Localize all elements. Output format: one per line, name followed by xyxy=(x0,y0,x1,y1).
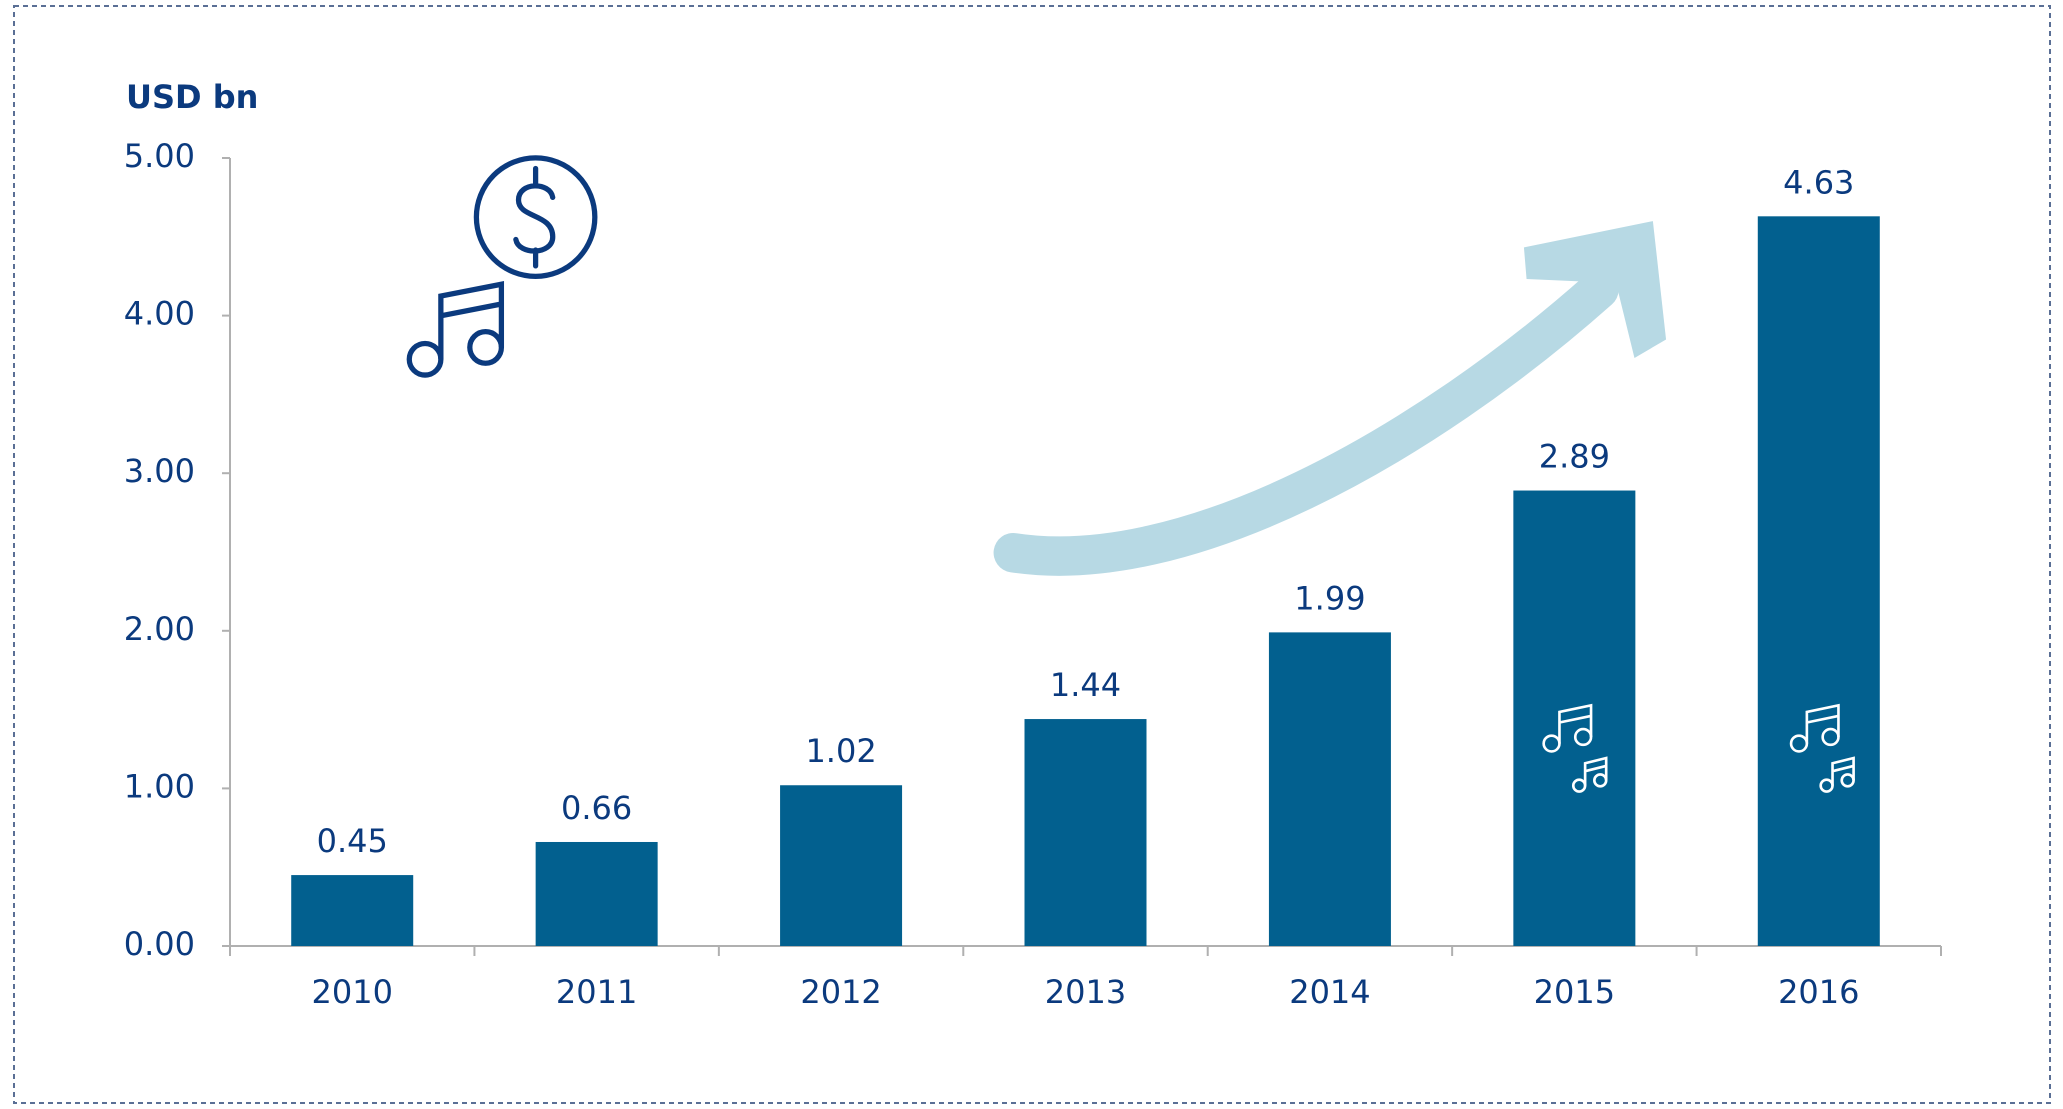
y-tick-label: 0.00 xyxy=(124,925,195,963)
bar xyxy=(1757,216,1880,946)
bar xyxy=(1024,719,1147,946)
bar xyxy=(291,875,414,946)
x-tick-label: 2013 xyxy=(1045,973,1126,1011)
arrow-head xyxy=(1523,221,1667,358)
y-tick-label: 4.00 xyxy=(124,295,195,333)
x-tick-label: 2010 xyxy=(311,973,392,1011)
growth-arrow xyxy=(993,269,1619,576)
x-tick-label: 2011 xyxy=(556,973,637,1011)
dollar-sign xyxy=(513,165,556,269)
bar-notes xyxy=(1542,703,1855,793)
x-tick-label: 2012 xyxy=(800,973,881,1011)
x-tick-label: 2014 xyxy=(1289,973,1370,1011)
data-label: 0.45 xyxy=(317,822,388,860)
axis-unit: USD bn xyxy=(126,78,258,116)
data-label: 1.44 xyxy=(1050,666,1121,704)
decorations xyxy=(406,155,1855,793)
y-tick-label: 5.00 xyxy=(124,137,195,175)
y-tick-label: 3.00 xyxy=(124,452,195,490)
y-tick-label: 2.00 xyxy=(124,610,195,648)
bar xyxy=(1268,632,1391,946)
data-label: 4.63 xyxy=(1783,163,1854,201)
music-icon xyxy=(406,281,505,378)
data-label: 1.02 xyxy=(805,732,876,770)
bar xyxy=(535,841,658,946)
x-tick-label: 2015 xyxy=(1534,973,1615,1011)
data-label: 0.66 xyxy=(561,789,632,827)
data-label: 1.99 xyxy=(1294,579,1365,617)
x-tick-label: 2016 xyxy=(1778,973,1859,1011)
bar xyxy=(780,785,903,946)
data-label: 2.89 xyxy=(1539,438,1610,476)
dollar-icon xyxy=(473,155,598,279)
frame xyxy=(13,5,2051,1104)
y-tick-label: 1.00 xyxy=(124,767,195,805)
